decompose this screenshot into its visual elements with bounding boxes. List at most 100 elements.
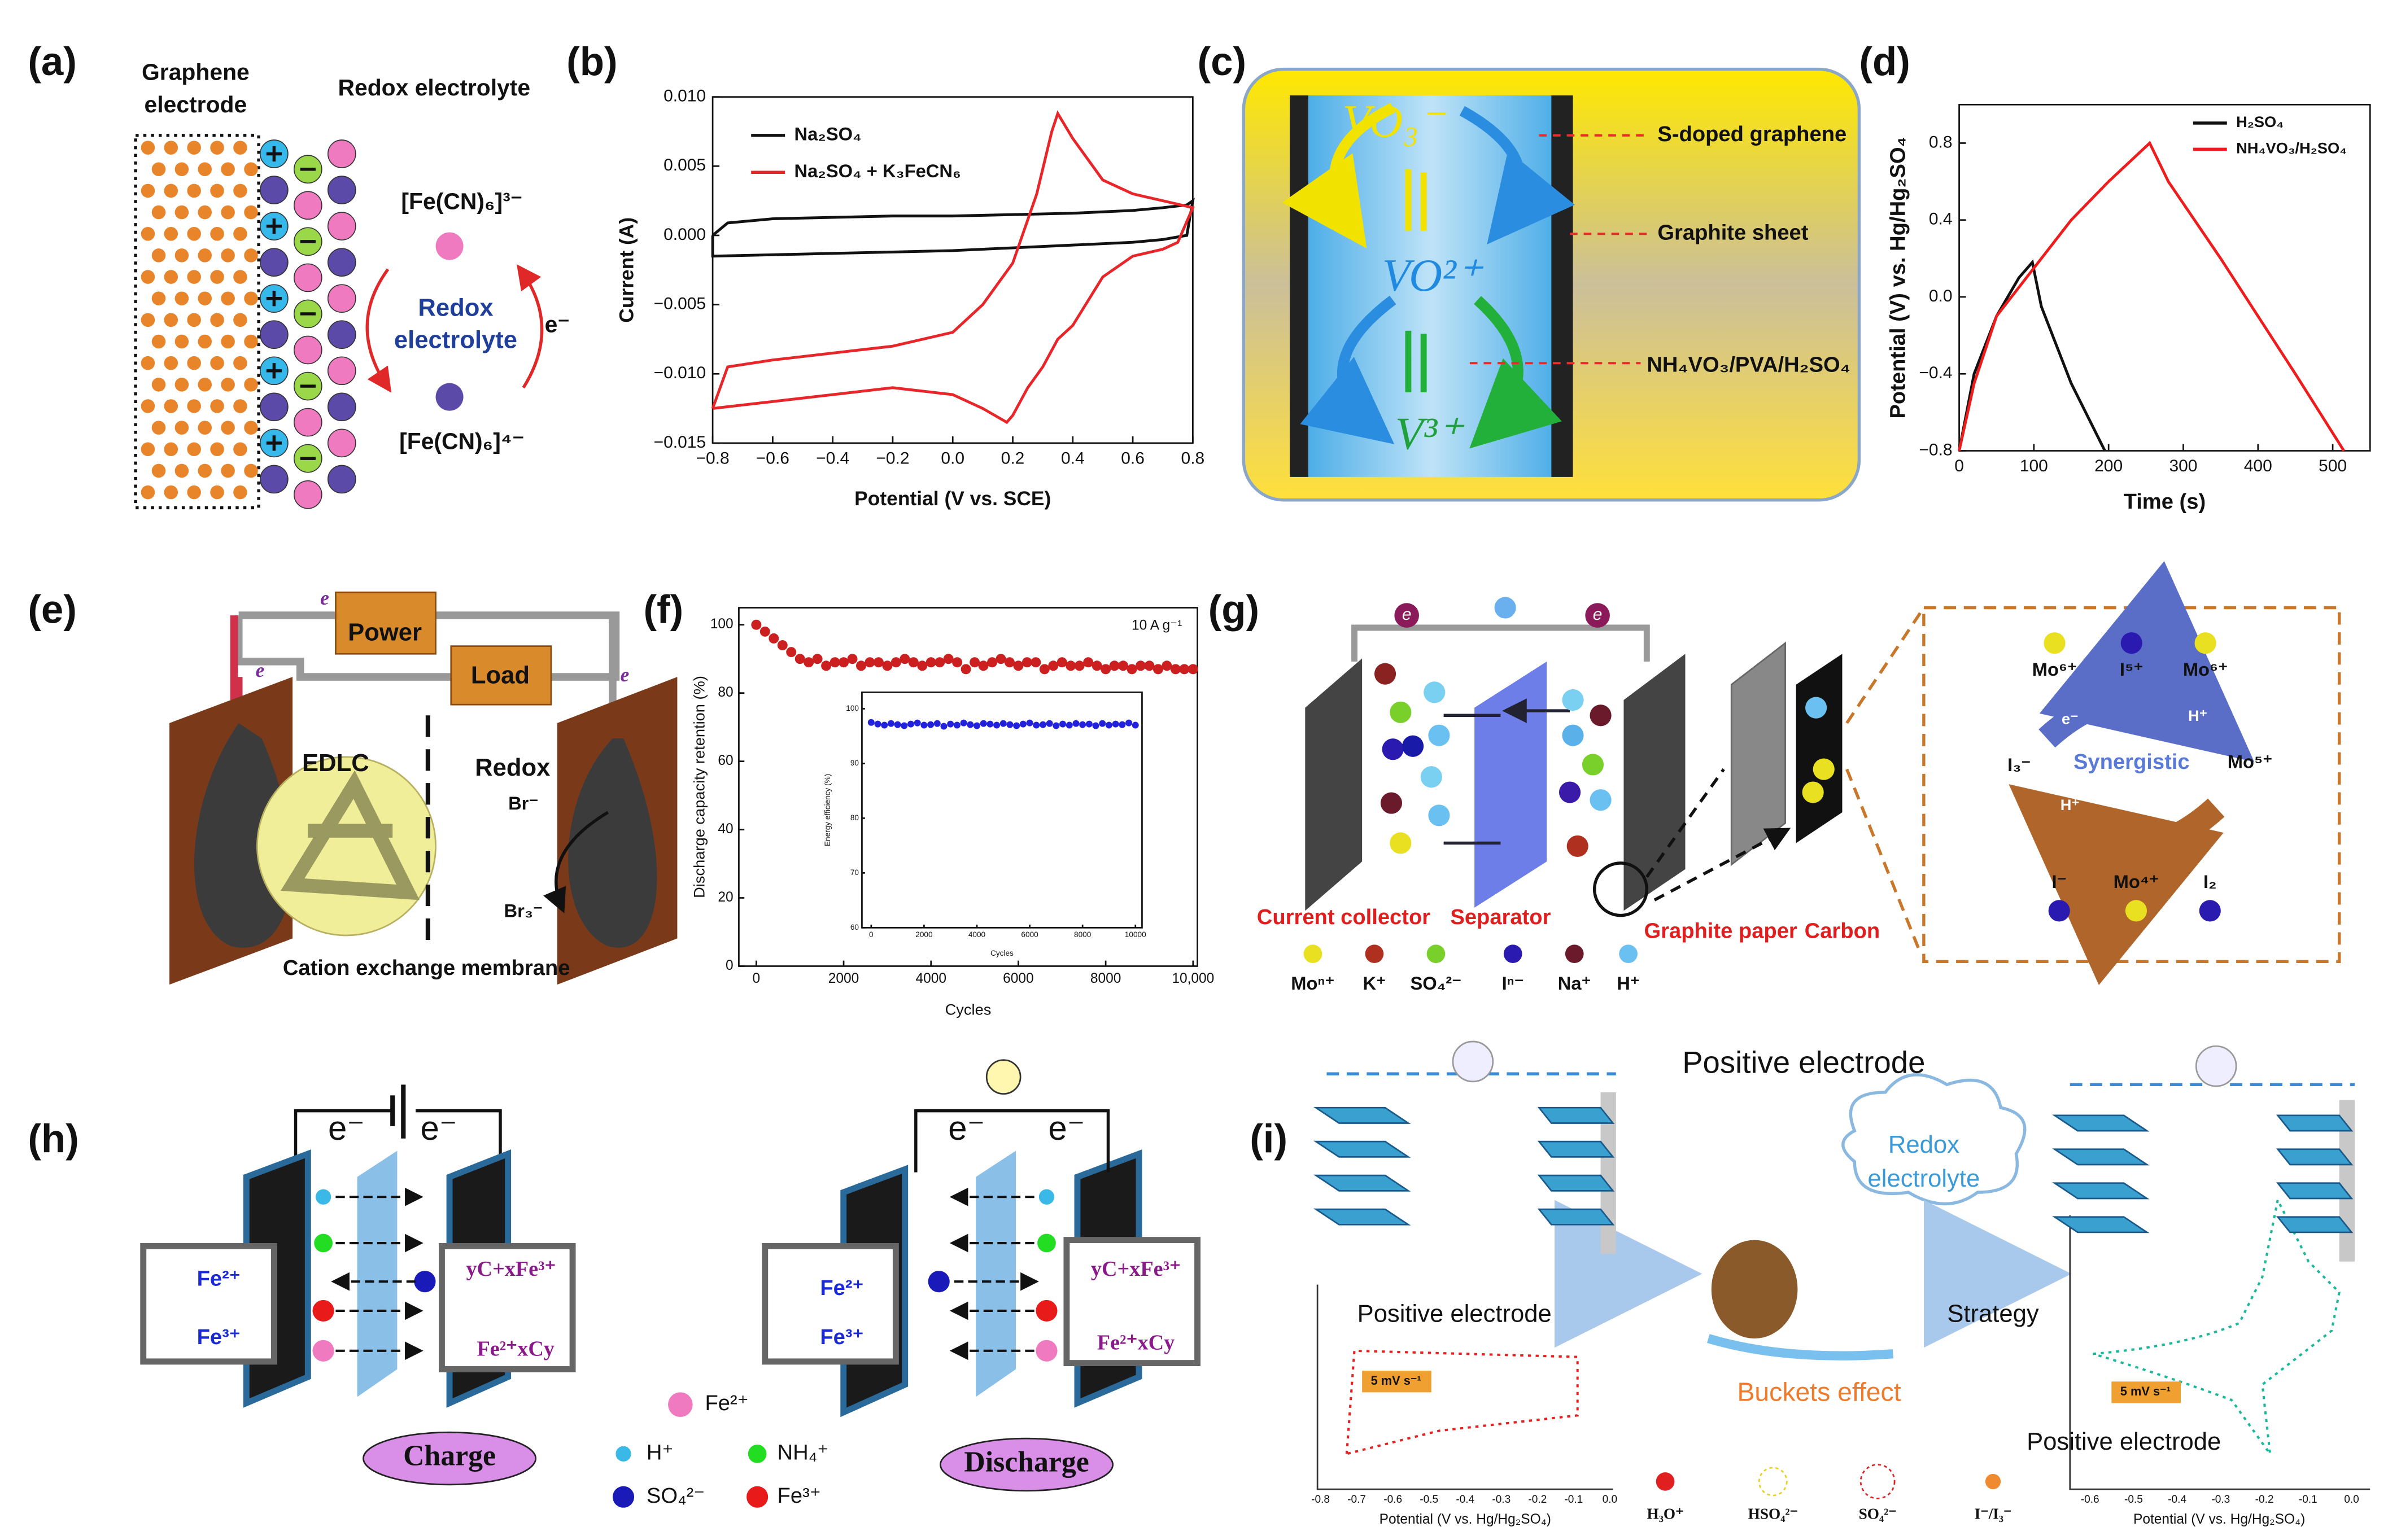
point (1188, 664, 1198, 675)
charge-sign (266, 146, 282, 162)
series-line (1958, 141, 2345, 452)
ion (1374, 663, 1396, 685)
graphene (280, 770, 420, 900)
label: Load (471, 662, 530, 689)
point (1101, 664, 1111, 675)
atom (151, 378, 166, 392)
cv-curve (1345, 1349, 1579, 1456)
collector (1305, 658, 1363, 911)
tick-label: -0.1 (2299, 1494, 2317, 1506)
x-axis-label: Cycles (990, 949, 1014, 957)
separator (1474, 661, 1547, 908)
point (1079, 721, 1086, 728)
point (777, 640, 788, 650)
label: Redox (1888, 1131, 1959, 1158)
legend-label: Fe²⁺ (705, 1391, 748, 1415)
atom (164, 313, 178, 327)
legend-label: NH₄VO₃/H₂SO₄ (2236, 139, 2347, 157)
equilibrium (1405, 169, 1427, 231)
ion (1037, 1233, 1056, 1253)
arrow (2009, 784, 2225, 986)
point (1066, 660, 1076, 671)
ion (314, 1233, 333, 1253)
atom (151, 205, 166, 220)
atom (187, 356, 201, 370)
atom (151, 334, 166, 349)
y-tick-label: −0.015 (654, 433, 706, 452)
ion (1590, 705, 1612, 727)
label: [Fe(CN)₆]³⁻ (401, 189, 522, 215)
shelf (1313, 1174, 1411, 1192)
tick-label: -0.4 (2168, 1494, 2186, 1506)
point (1057, 657, 1067, 668)
ion (312, 1300, 334, 1322)
label: Positive electrode (2027, 1428, 2221, 1455)
atom (151, 291, 166, 305)
atom (198, 421, 212, 435)
point (1118, 660, 1129, 671)
legend-swatch (1619, 944, 1638, 964)
label: Fe²⁺ (197, 1267, 241, 1291)
ion (327, 176, 356, 204)
label: Separator (1450, 905, 1551, 929)
point (908, 657, 919, 668)
label: e⁻ (545, 312, 570, 338)
y-tick-label: 0 (726, 958, 734, 973)
ion (1590, 789, 1612, 811)
atom (221, 291, 235, 305)
point (1085, 720, 1093, 728)
x-tick-label: 8000 (1090, 971, 1121, 986)
point (1112, 720, 1119, 728)
atom (174, 248, 189, 262)
point (882, 660, 893, 671)
x-tick-label: 0.8 (1181, 449, 1205, 467)
atom (187, 442, 201, 457)
tick-label: -0.7 (1347, 1494, 1366, 1506)
ion (414, 1271, 436, 1293)
legend-swatch (612, 1486, 635, 1508)
atom (141, 270, 155, 284)
electrode (194, 723, 293, 948)
atom (221, 463, 235, 478)
panel-label: (a) (28, 40, 77, 84)
point (1033, 721, 1040, 729)
ion (1390, 832, 1412, 854)
label: Current collector (1257, 905, 1430, 929)
label: H⁺ (2061, 796, 2080, 813)
collector (1623, 654, 1686, 911)
point (821, 660, 832, 671)
point (960, 719, 967, 727)
label: electrode (145, 91, 247, 117)
atom (164, 485, 178, 500)
arrow (1300, 295, 1396, 444)
ion (1424, 681, 1446, 703)
point (1109, 660, 1120, 671)
point (1039, 664, 1050, 675)
atom (210, 442, 224, 457)
point (953, 721, 961, 729)
point (926, 657, 936, 668)
badge (940, 1437, 1114, 1492)
atom (233, 226, 247, 241)
atom (164, 183, 178, 198)
label: e⁻ (1048, 1109, 1085, 1147)
atom (151, 463, 166, 478)
atom (221, 334, 235, 349)
point (1153, 664, 1163, 675)
point (1179, 664, 1190, 675)
x-axis-label: Time (s) (2124, 489, 2206, 514)
ion (260, 320, 289, 349)
atom (233, 442, 247, 457)
shelf (1537, 1140, 1615, 1158)
label: Fe³⁺ (820, 1325, 863, 1349)
legend-label: H₃O⁺ (1647, 1506, 1684, 1523)
point (987, 657, 998, 668)
zoom-circle (1592, 861, 1649, 917)
point (804, 657, 814, 668)
species: VO²⁺ (1382, 250, 1484, 301)
label: 5 mV s⁻¹ (2120, 1384, 2171, 1398)
electrode-box (134, 134, 260, 510)
ion (1566, 835, 1588, 857)
atom (233, 141, 247, 155)
